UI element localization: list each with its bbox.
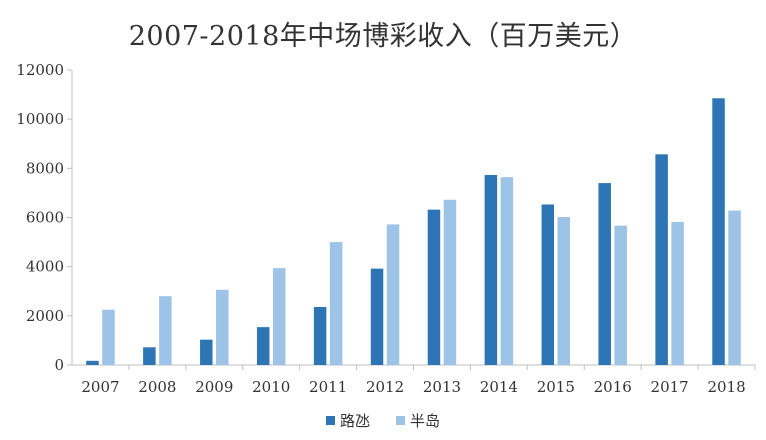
bar-series-1-2013 [427, 209, 441, 365]
bar-series-2-2007 [102, 309, 115, 365]
x-tick-label: 2015 [537, 378, 575, 396]
legend-swatch-series-1 [325, 416, 335, 425]
x-tick-label: 2008 [138, 378, 176, 396]
legend-label-series-2: 半岛 [410, 412, 441, 430]
x-tick-label: 2013 [423, 378, 461, 396]
bar-series-1-2014 [484, 174, 498, 365]
bar-series-2-2010 [272, 268, 286, 365]
bar-series-1-2016 [598, 183, 611, 365]
bar-series-1-2007 [86, 360, 99, 365]
bar-series-2-2013 [443, 199, 457, 365]
chart-title: 2007-2018年中场博彩收入（百万美元） [128, 21, 638, 52]
bar-series-1-2015 [541, 204, 555, 365]
bar-series-2-2009 [216, 289, 229, 365]
bar-series-1-2008 [143, 347, 156, 365]
x-tick-label: 2010 [252, 378, 290, 396]
y-tick-label: 10000 [16, 110, 64, 128]
bar-series-1-2017 [655, 154, 668, 365]
bar-series-2-2017 [671, 221, 684, 365]
bar-series-2-2012 [386, 224, 400, 365]
legend: 路氹 半岛 [0, 410, 766, 431]
bar-series-1-2010 [256, 327, 270, 365]
legend-label-series-1: 路氹 [339, 412, 370, 430]
bar-series-1-2018 [712, 98, 725, 365]
y-tick-label: 6000 [26, 209, 64, 227]
y-tick-label: 4000 [26, 258, 64, 276]
bar-series-1-2009 [200, 339, 213, 365]
x-tick-label: 2011 [309, 378, 347, 396]
x-tick-label: 2009 [195, 378, 233, 396]
y-tick-label: 0 [54, 356, 64, 374]
legend-swatch-series-2 [396, 416, 405, 425]
legend-item-series-1: 路氹 [325, 410, 370, 431]
bar-series-2-2011 [329, 242, 343, 365]
x-tick-label: 2016 [594, 378, 632, 396]
y-tick-label: 8000 [26, 159, 64, 177]
legend-item-series-2: 半岛 [396, 410, 440, 431]
bar-series-1-2011 [313, 306, 327, 365]
bar-series-2-2018 [728, 210, 741, 365]
x-tick-label: 2017 [651, 378, 689, 396]
x-tick-label: 2007 [81, 378, 119, 396]
y-tick-label: 2000 [26, 307, 64, 325]
x-tick-label: 2018 [707, 378, 745, 396]
y-tick-label: 12000 [16, 61, 64, 79]
bar-series-1-2012 [370, 268, 384, 365]
x-tick-label: 2012 [366, 378, 404, 396]
bar-series-2-2014 [500, 177, 514, 365]
bar-series-2-2015 [557, 217, 571, 365]
bar-series-2-2016 [614, 225, 627, 365]
bar-series-2-2008 [159, 296, 172, 365]
x-tick-label: 2014 [480, 378, 518, 396]
